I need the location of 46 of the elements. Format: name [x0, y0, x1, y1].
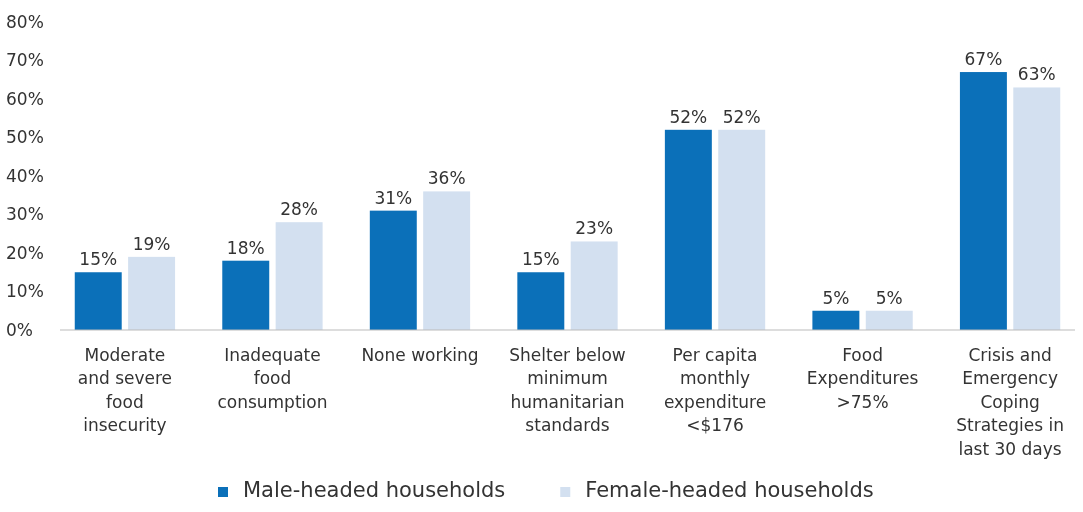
bar [664, 129, 712, 330]
x-tick-label: Food Expenditures >75% [806, 345, 919, 412]
bar [517, 272, 565, 330]
legend-label: Female-headed households [585, 478, 874, 502]
bar [570, 241, 618, 330]
bar [369, 210, 417, 330]
x-tick-label: Inadequate food consumption [217, 345, 328, 412]
bar [959, 72, 1007, 330]
data-label: 15% [521, 249, 560, 270]
bar [275, 222, 323, 330]
legend-label: Male-headed households [243, 478, 506, 502]
bar [1013, 87, 1061, 330]
data-label: 52% [722, 106, 761, 127]
x-tick-label: Crisis and Emergency Coping Strategies in last 30 days [956, 345, 1064, 459]
x-tick-label: Per capita monthly expenditure <$176 [663, 345, 767, 436]
x-tick-label: Moderate and severe food insecurity [77, 345, 173, 436]
y-tick-label: 80% [6, 11, 44, 32]
data-label: 5% [875, 287, 903, 308]
y-tick-label: 40% [6, 165, 44, 186]
bar [74, 272, 122, 330]
y-tick-label: 20% [6, 242, 44, 263]
bar [812, 310, 860, 330]
x-tick-label: None working [361, 345, 479, 365]
bar [865, 310, 913, 330]
x-tick-label: Shelter below minimum humanitarian standards [509, 345, 626, 436]
bar [423, 191, 471, 330]
y-tick-label: 50% [6, 127, 44, 148]
y-tick-label: 70% [6, 50, 44, 71]
data-label: 5% [822, 287, 850, 308]
data-label: 28% [280, 199, 319, 220]
data-label: 31% [374, 187, 413, 208]
y-tick-label: 60% [6, 88, 44, 109]
y-tick-label: 30% [6, 204, 44, 225]
data-label: 15% [79, 249, 118, 270]
bar [128, 256, 176, 330]
y-tick-label: 10% [6, 281, 44, 302]
data-label: 19% [132, 233, 171, 254]
data-label: 18% [226, 237, 265, 258]
data-label: 67% [964, 49, 1003, 70]
bar [222, 260, 270, 330]
data-label: 52% [669, 106, 708, 127]
data-label: 63% [1017, 64, 1056, 85]
y-tick-label: 0% [6, 319, 33, 340]
data-label: 36% [427, 168, 466, 189]
bar [718, 129, 766, 330]
data-label: 23% [575, 218, 614, 239]
